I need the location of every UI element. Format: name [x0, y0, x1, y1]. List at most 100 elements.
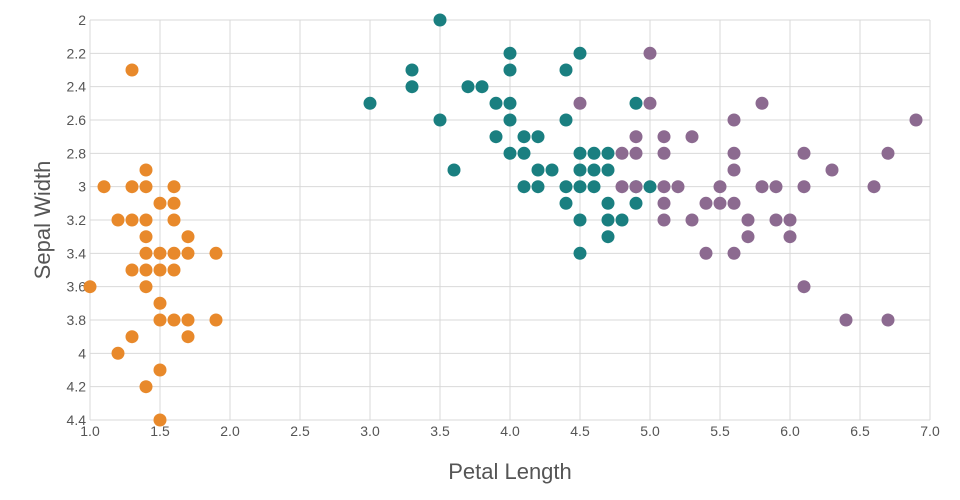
- data-point-series-3: [867, 180, 881, 194]
- y-tick-label: 2.2: [67, 45, 87, 61]
- data-point-series-2: [587, 146, 601, 160]
- data-point-series-3: [629, 146, 643, 160]
- y-tick-label: 2.6: [67, 112, 87, 128]
- x-tick-label: 5.5: [710, 423, 730, 439]
- data-point-series-3: [755, 180, 769, 194]
- data-point-series-1: [153, 363, 167, 377]
- data-point-series-1: [125, 263, 139, 277]
- y-axis-title: Sepal Width: [30, 161, 55, 280]
- y-tick-label: 3: [78, 179, 86, 195]
- data-point-series-1: [153, 246, 167, 260]
- data-point-series-1: [139, 213, 153, 227]
- data-point-series-3: [755, 96, 769, 110]
- data-point-series-2: [643, 180, 657, 194]
- data-point-series-3: [699, 196, 713, 210]
- data-point-series-3: [643, 96, 657, 110]
- y-tick-label: 3.8: [67, 312, 87, 328]
- data-point-series-2: [447, 163, 461, 177]
- data-point-series-2: [573, 246, 587, 260]
- data-point-series-1: [139, 246, 153, 260]
- data-point-series-2: [531, 130, 545, 144]
- data-point-series-2: [629, 196, 643, 210]
- y-tick-label: 2: [78, 12, 86, 28]
- data-point-series-2: [573, 180, 587, 194]
- data-point-series-2: [489, 130, 503, 144]
- data-point-series-3: [797, 146, 811, 160]
- data-point-series-2: [475, 80, 489, 94]
- y-tick-label: 2.8: [67, 145, 87, 161]
- data-point-series-2: [559, 113, 573, 127]
- data-point-series-2: [531, 180, 545, 194]
- data-point-series-3: [657, 130, 671, 144]
- data-point-series-2: [461, 80, 475, 94]
- data-point-series-2: [363, 96, 377, 110]
- data-point-series-3: [727, 146, 741, 160]
- data-point-series-2: [559, 180, 573, 194]
- data-point-series-2: [517, 146, 531, 160]
- x-tick-labels: 1.0 1.5 2.0 2.5 3.0 3.5 4.0 4.5 5.0 5.5 6.0 6.5 7.0: [80, 423, 940, 439]
- x-tick-label: 3.5: [430, 423, 450, 439]
- data-point-series-1: [167, 263, 181, 277]
- data-point-series-3: [657, 180, 671, 194]
- data-point-series-1: [167, 180, 181, 194]
- data-point-series-3: [727, 163, 741, 177]
- data-point-series-1: [125, 213, 139, 227]
- data-point-series-1: [125, 180, 139, 194]
- data-point-series-2: [405, 63, 419, 77]
- data-point-series-3: [881, 313, 895, 327]
- data-point-series-3: [657, 213, 671, 227]
- data-point-series-3: [573, 96, 587, 110]
- data-point-series-1: [111, 346, 125, 360]
- data-point-series-3: [671, 180, 685, 194]
- data-point-series-1: [153, 196, 167, 210]
- data-point-series-1: [167, 313, 181, 327]
- data-point-series-3: [629, 180, 643, 194]
- data-point-series-1: [153, 413, 167, 427]
- data-point-series-1: [139, 280, 153, 294]
- data-point-series-3: [769, 180, 783, 194]
- y-tick-label: 2.4: [67, 79, 87, 95]
- data-point-series-2: [601, 213, 615, 227]
- data-point-series-1: [139, 263, 153, 277]
- data-point-series-3: [797, 280, 811, 294]
- x-tick-label: 5.0: [640, 423, 660, 439]
- x-tick-label: 4.0: [500, 423, 520, 439]
- data-point-series-1: [139, 163, 153, 177]
- x-tick-label: 6.0: [780, 423, 800, 439]
- data-point-series-2: [559, 63, 573, 77]
- data-point-series-2: [545, 163, 559, 177]
- data-point-series-2: [531, 163, 545, 177]
- data-point-series-2: [573, 163, 587, 177]
- data-point-series-2: [615, 213, 629, 227]
- data-point-series-3: [685, 130, 699, 144]
- y-tick-labels: 2 2.2 2.4 2.6 2.8 3 3.2 3.4 3.6 3.8 4 4.2 4.4: [67, 12, 87, 428]
- data-point-series-2: [601, 230, 615, 244]
- data-point-series-3: [797, 180, 811, 194]
- x-tick-label: 7.0: [920, 423, 940, 439]
- data-point-series-2: [629, 96, 643, 110]
- data-point-series-3: [783, 213, 797, 227]
- data-point-series-1: [139, 230, 153, 244]
- data-point-series-2: [601, 196, 615, 210]
- data-point-series-1: [209, 313, 223, 327]
- data-point-series-1: [125, 63, 139, 77]
- data-point-series-3: [825, 163, 839, 177]
- data-point-series-3: [699, 246, 713, 260]
- data-point-series-2: [433, 13, 447, 27]
- data-point-series-1: [139, 380, 153, 394]
- data-point-series-2: [517, 180, 531, 194]
- data-point-series-3: [727, 196, 741, 210]
- data-point-series-3: [727, 113, 741, 127]
- data-point-series-1: [209, 246, 223, 260]
- x-tick-label: 3.0: [360, 423, 380, 439]
- data-point-series-2: [573, 146, 587, 160]
- data-point-series-3: [657, 146, 671, 160]
- y-tick-label: 3.2: [67, 212, 87, 228]
- data-point-series-1: [111, 213, 125, 227]
- x-tick-label: 4.5: [570, 423, 590, 439]
- data-point-series-2: [405, 80, 419, 94]
- data-point-series-1: [125, 330, 139, 344]
- data-point-series-2: [503, 63, 517, 77]
- x-axis-title: Petal Length: [448, 459, 572, 484]
